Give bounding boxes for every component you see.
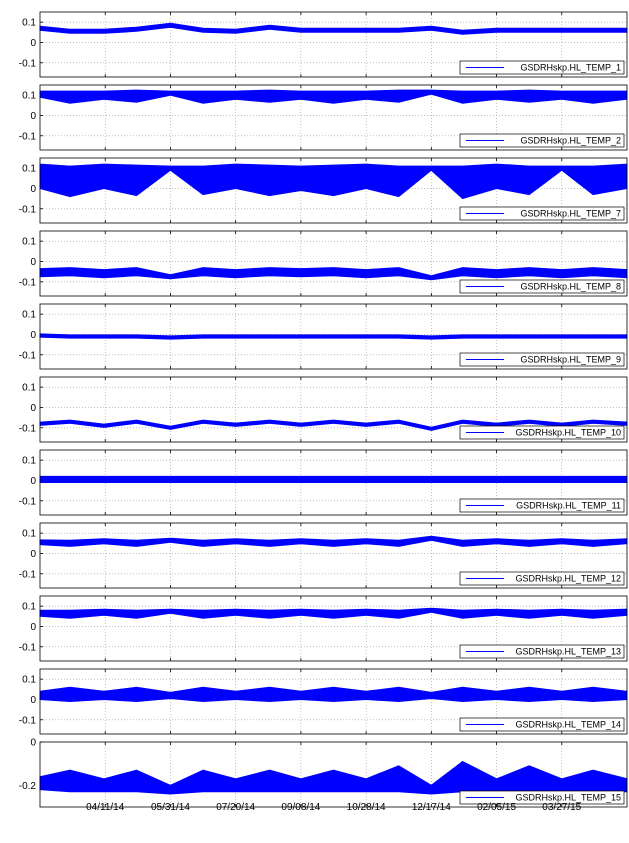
y-tick-label: 0.1 — [22, 237, 36, 248]
x-tick-label: 02/05/15 — [477, 802, 516, 813]
y-tick-label: 0.1 — [22, 164, 36, 175]
y-tick-label: 0.1 — [22, 91, 36, 102]
legend-label: GSDRHskp.HL_TEMP_9 — [520, 355, 621, 365]
legend-label: GSDRHskp.HL_TEMP_13 — [515, 647, 621, 657]
y-tick-label: 0 — [30, 38, 36, 49]
y-tick-label: 0.1 — [22, 383, 36, 394]
legend-box — [459, 425, 625, 440]
y-tick-label: 0 — [30, 330, 36, 341]
y-tick-label: -0.1 — [19, 496, 37, 507]
series-band — [39, 760, 628, 795]
axes-box — [39, 595, 628, 662]
y-tick-label: 0.1 — [22, 675, 36, 686]
y-tick-label: 0.1 — [22, 310, 36, 321]
legend-label: GSDRHskp.HL_TEMP_14 — [515, 720, 621, 730]
series-line — [39, 270, 628, 279]
x-tick-label: 10/28/14 — [347, 802, 386, 813]
axes-box — [39, 668, 628, 735]
legend-label: GSDRHskp.HL_TEMP_12 — [515, 574, 621, 584]
y-tick-label: -0.1 — [19, 423, 37, 434]
legend-label: GSDRHskp.HL_TEMP_10 — [515, 428, 621, 438]
x-tick-label: 09/08/14 — [281, 802, 320, 813]
legend-label: GSDRHskp.HL_TEMP_15 — [515, 793, 621, 803]
y-tick-label: -0.1 — [19, 715, 37, 726]
y-tick-label: 0 — [30, 403, 36, 414]
y-tick-label: -0.1 — [19, 131, 37, 142]
legend-box — [459, 717, 625, 732]
y-tick-label: -0.1 — [19, 569, 37, 580]
y-tick-label: 0 — [30, 257, 36, 268]
legend-box — [459, 352, 625, 367]
series-band — [39, 267, 628, 281]
axes-box — [39, 741, 628, 808]
x-tick-label: 07/20/14 — [216, 802, 255, 813]
y-tick-label: -0.1 — [19, 277, 37, 288]
legend-label: GSDRHskp.HL_TEMP_8 — [520, 282, 621, 292]
y-tick-label: -0.2 — [19, 781, 37, 792]
y-tick-label: -0.1 — [19, 642, 37, 653]
series-line — [39, 693, 628, 697]
y-tick-label: -0.1 — [19, 58, 37, 69]
legend-label: GSDRHskp.HL_TEMP_11 — [516, 501, 621, 511]
y-tick-label: -0.1 — [19, 204, 37, 215]
y-tick-label: 0 — [30, 476, 36, 487]
series-band — [39, 163, 628, 200]
axes-box — [39, 84, 628, 151]
y-tick-label: 0.1 — [22, 529, 36, 540]
y-tick-label: 0.1 — [22, 602, 36, 613]
series-band — [39, 22, 628, 35]
y-tick-label: 0 — [30, 622, 36, 633]
axes-box — [39, 230, 628, 297]
legend-label: GSDRHskp.HL_TEMP_2 — [520, 136, 621, 146]
x-tick-label: 03/27/15 — [542, 802, 581, 813]
legend-box — [459, 133, 625, 148]
y-tick-label: 0.1 — [22, 18, 36, 29]
legend-box — [459, 279, 625, 294]
series-line — [39, 334, 627, 339]
y-tick-label: -0.1 — [19, 350, 37, 361]
series-line — [39, 775, 628, 791]
legend-label: GSDRHskp.HL_TEMP_7 — [520, 209, 621, 219]
axes-box — [39, 376, 628, 443]
y-tick-label: 0 — [30, 738, 36, 749]
series-band — [39, 535, 628, 547]
x-tick-label: 05/31/14 — [151, 802, 190, 813]
legend-box — [459, 790, 625, 805]
y-tick-label: 0 — [30, 184, 36, 195]
series-line — [39, 537, 628, 545]
axes-box — [39, 449, 628, 516]
axes-box — [39, 303, 628, 370]
axes-box — [39, 522, 628, 589]
x-tick-label: 04/11/14 — [86, 802, 125, 813]
series-line — [39, 167, 628, 184]
legend-box — [459, 644, 625, 659]
legend-box — [459, 60, 625, 75]
y-tick-label: 0 — [30, 111, 36, 122]
y-tick-label: 0 — [30, 549, 36, 560]
legend-box — [459, 571, 625, 586]
series-line — [39, 24, 627, 34]
series-line — [39, 91, 628, 98]
y-tick-label: 0.1 — [22, 456, 36, 467]
y-tick-label: 0 — [30, 695, 36, 706]
axes-box — [39, 157, 628, 224]
legend-box — [459, 498, 625, 513]
axes-box — [39, 11, 628, 78]
series-line — [39, 609, 628, 616]
legend-box — [459, 206, 625, 221]
series-line — [39, 420, 628, 430]
x-tick-label: 12/17/14 — [412, 802, 451, 813]
legend-label: GSDRHskp.HL_TEMP_1 — [520, 63, 621, 73]
